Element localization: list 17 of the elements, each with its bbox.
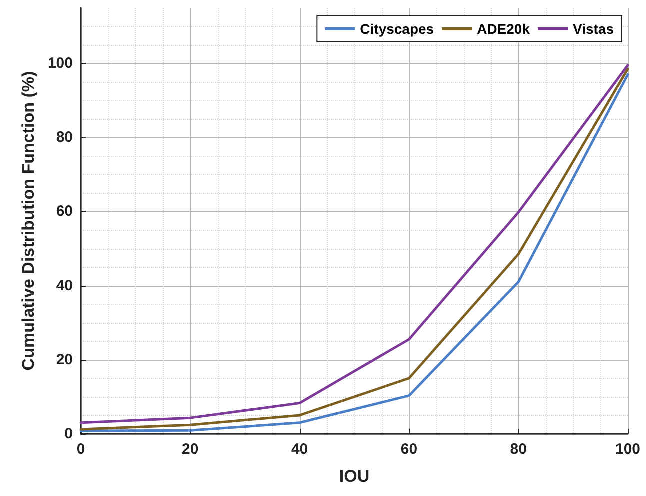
y-tick-label: 40: [56, 277, 73, 294]
x-tick-label: 60: [400, 441, 418, 458]
legend-label: Cityscapes: [360, 21, 434, 37]
x-tick-label: 40: [291, 441, 308, 458]
legend-label: ADE20k: [477, 21, 530, 37]
y-tick-label: 100: [48, 55, 73, 72]
y-tick-label: 80: [56, 129, 73, 146]
x-axis-title: IOU: [339, 467, 370, 486]
y-tick-label: 0: [64, 426, 73, 442]
y-tick-label: 20: [56, 351, 73, 368]
x-tick-label: 100: [615, 441, 641, 458]
x-tick-label: 20: [182, 441, 199, 458]
x-tick-label: 0: [76, 441, 86, 458]
x-tick-label: 80: [510, 441, 527, 458]
y-axis-title: Cumulative Distribution Function (%): [19, 71, 38, 371]
legend-label: Vistas: [573, 21, 614, 37]
y-tick-label: 60: [56, 203, 73, 220]
